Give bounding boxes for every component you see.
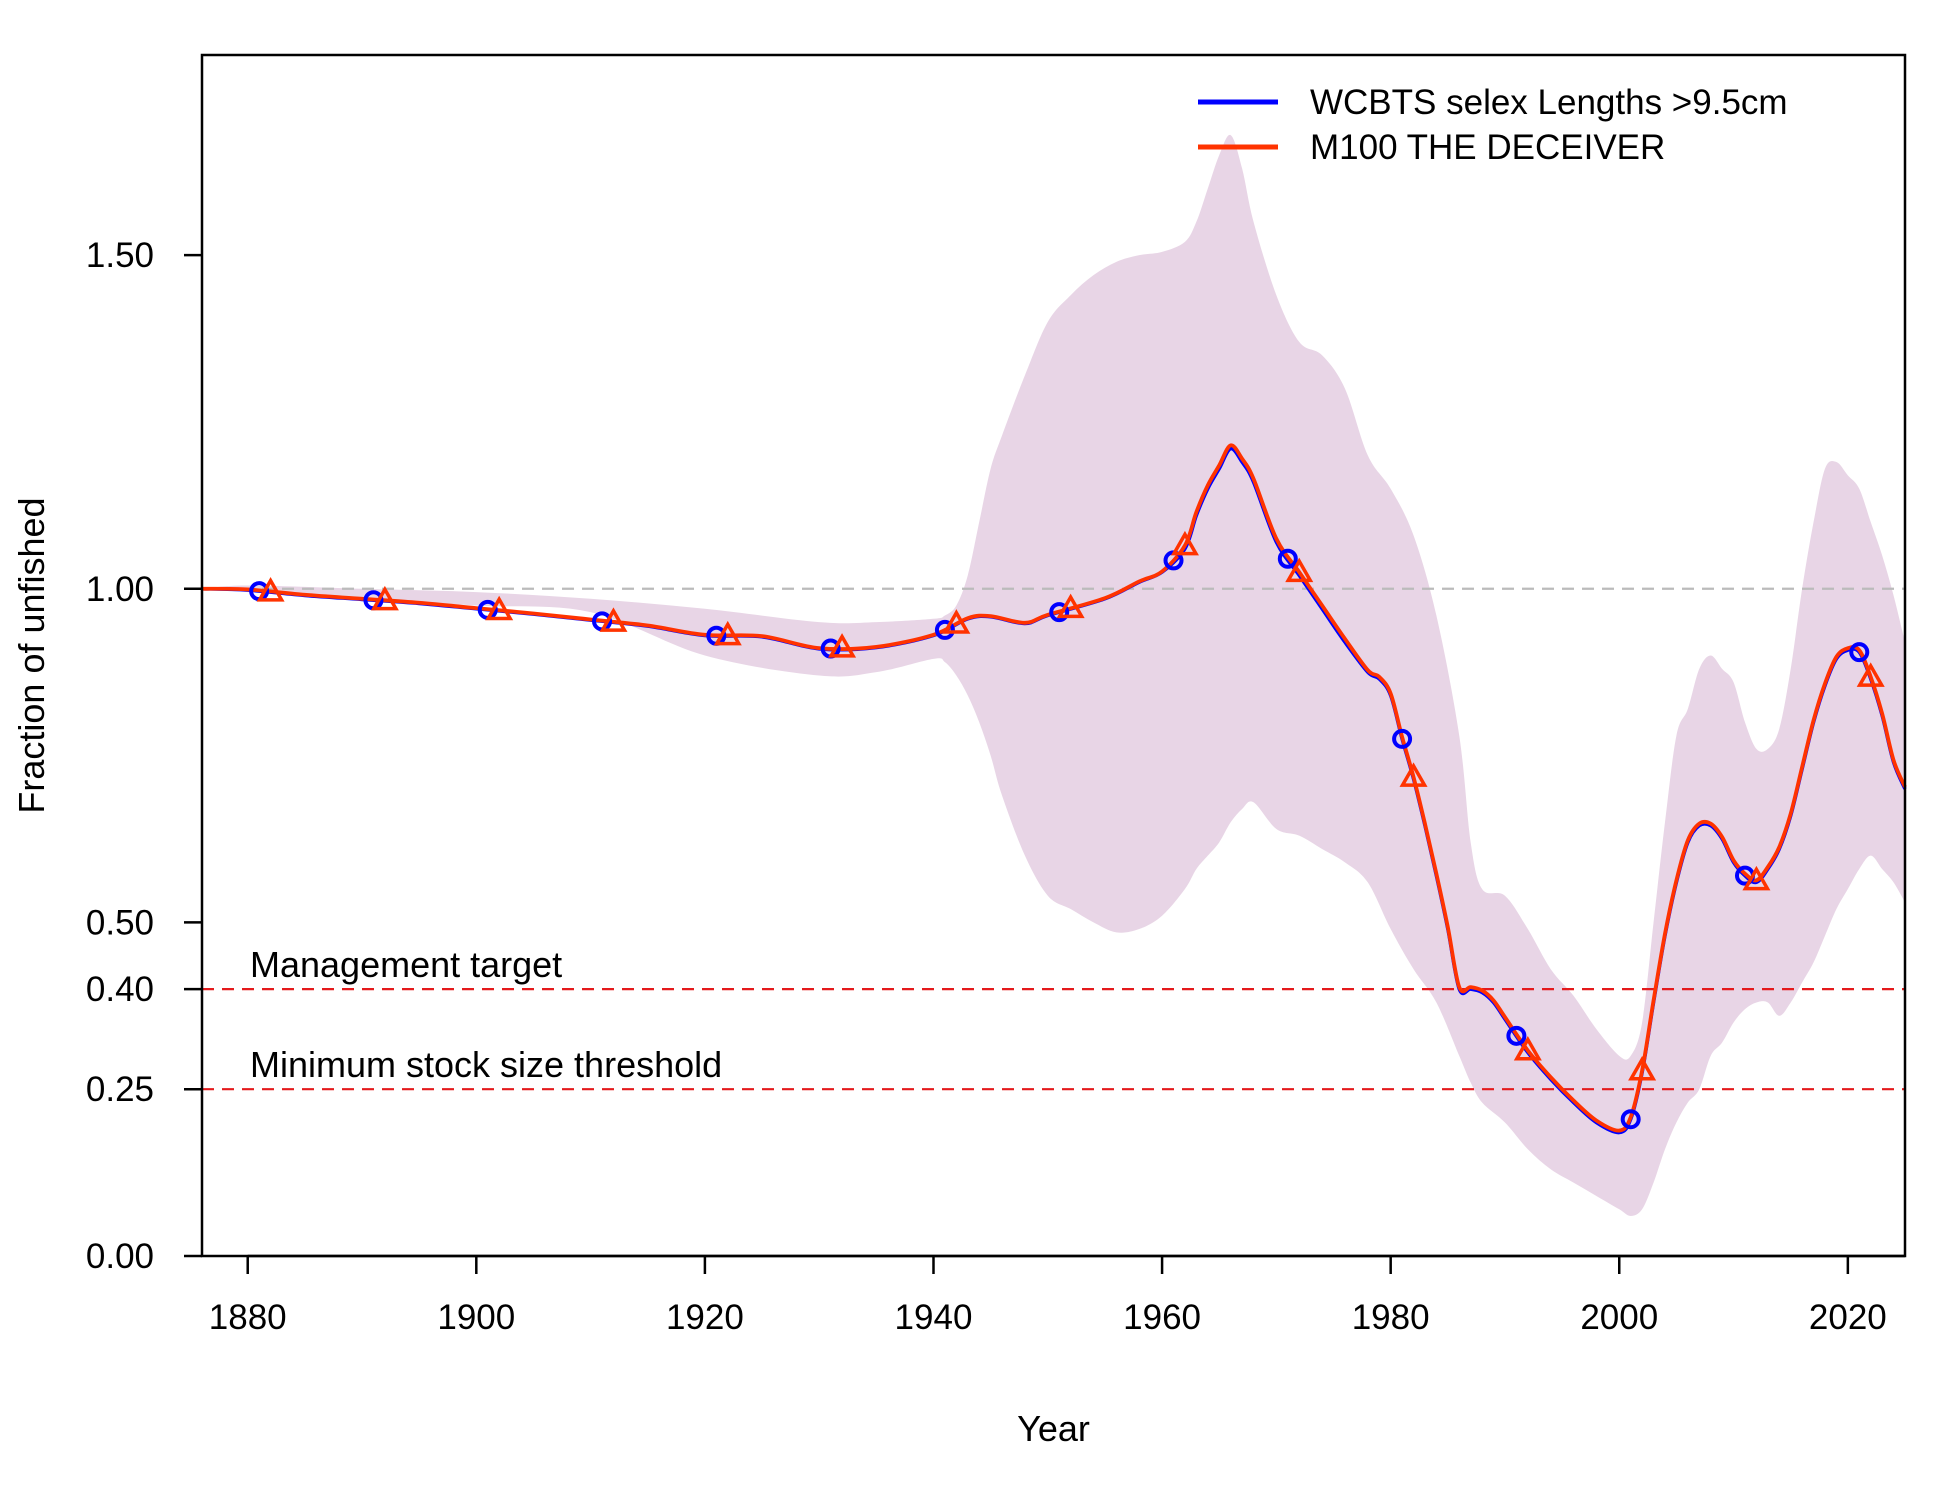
legend: WCBTS selex Lengths >9.5cm M100 THE DECEI…: [1198, 83, 1788, 167]
x-tick-label: 1940: [895, 1298, 973, 1337]
y-tick-label: 0.25: [86, 1070, 154, 1109]
series-1-marker: [1849, 642, 1870, 663]
series-2-marker: [599, 607, 628, 632]
series-2-marker: [1856, 662, 1885, 687]
series-lines-layer: [201, 443, 1907, 1135]
series-2-marker: [942, 609, 971, 634]
series-1-marker: [1392, 728, 1413, 749]
x-tick-label: 1960: [1123, 1298, 1201, 1337]
x-axis: 1880 1900 1920 1940 1960 1980 2000 2020: [209, 1254, 1905, 1337]
confidence-band-layer: [202, 134, 1905, 1216]
series-2-marker: [828, 633, 857, 658]
series-2-marker: [370, 585, 399, 611]
series-1-marker: [934, 619, 955, 640]
series-line-2: [201, 443, 1907, 1133]
series-2-marker: [1170, 530, 1199, 556]
x-tick-label: 1920: [666, 1298, 744, 1337]
y-axis: 0.00 0.25 0.40 0.50 1.00 1.50: [86, 236, 202, 1276]
series-2-marker: [713, 620, 742, 646]
y-tick-label: 0.50: [86, 903, 154, 942]
legend-label-2: M100 THE DECEIVER: [1310, 128, 1665, 167]
series-1-marker: [1049, 602, 1070, 623]
series-2-marker: [1513, 1035, 1542, 1061]
series-2-marker: [1285, 557, 1314, 583]
series-2-marker: [1056, 593, 1085, 619]
reference-line-label: Management target: [250, 944, 562, 985]
x-axis-title: Year: [1017, 1408, 1090, 1449]
series-2-marker: [256, 577, 285, 602]
y-tick-label: 0.00: [86, 1237, 154, 1276]
series-1-marker: [1506, 1025, 1527, 1046]
y-tick-label: 1.50: [86, 236, 154, 275]
y-axis-title: Fraction of unfished: [11, 497, 52, 813]
series-1-marker: [1277, 548, 1298, 569]
series-2-marker: [485, 595, 514, 621]
series-2-marker: [1628, 1055, 1657, 1081]
series-markers-layer: [249, 530, 1885, 1130]
x-tick-label: 1900: [437, 1298, 515, 1337]
y-tick-label: 0.40: [86, 970, 154, 1009]
y-tick-label: 1.00: [86, 570, 154, 609]
reference-line-label: Minimum stock size threshold: [250, 1044, 722, 1085]
series-1-marker: [1620, 1109, 1641, 1130]
legend-label-1: WCBTS selex Lengths >9.5cm: [1310, 83, 1788, 122]
series-2-marker: [1399, 762, 1428, 787]
x-tick-label: 2020: [1809, 1298, 1887, 1337]
confidence-band: [202, 134, 1905, 1216]
series-2-marker: [1742, 865, 1771, 891]
x-tick-label: 1880: [209, 1298, 287, 1337]
reference-lines-layer: Management target Minimum stock size thre…: [202, 587, 1905, 1091]
x-tick-label: 1980: [1352, 1298, 1430, 1337]
x-tick-label: 2000: [1580, 1298, 1658, 1337]
